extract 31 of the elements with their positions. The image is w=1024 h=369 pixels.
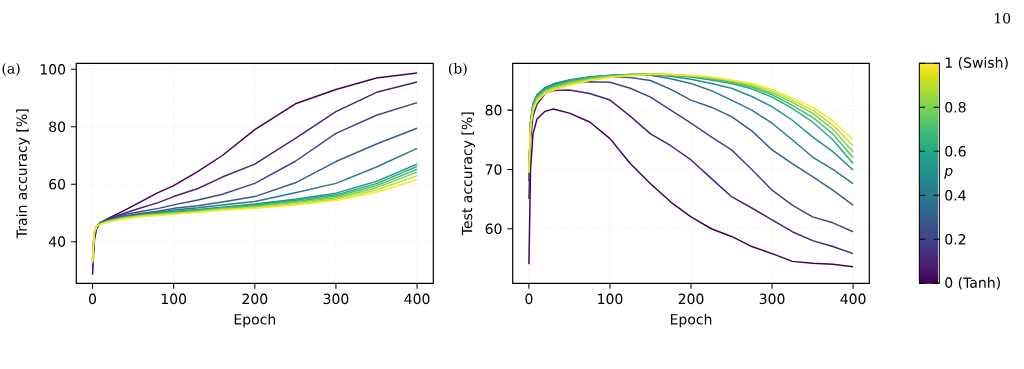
x-tick-label: 100: [161, 293, 187, 305]
y-tick-label: 60: [49, 178, 66, 190]
color-bar-label: 0.2: [945, 234, 966, 245]
x-tick-label: 300: [323, 293, 349, 305]
color-bar-title: p: [944, 167, 953, 179]
x-tick-label: 0: [525, 293, 533, 305]
chart-title: (b): [449, 62, 467, 76]
text: 10: [994, 12, 1011, 24]
x-tick-label: 200: [242, 293, 268, 305]
x-tick-label: 0: [88, 293, 97, 305]
y-tick-label: 80: [485, 104, 502, 116]
y-axis-title: Test accuracy [%]: [461, 112, 476, 236]
y-tick-label: 40: [48, 236, 66, 247]
color-bar-label: 0 (Tanh): [945, 277, 1000, 290]
x-tick-label: 400: [840, 293, 866, 305]
x-tick-label: 400: [404, 293, 430, 305]
color-bar-label: 1 (Swish): [945, 57, 1008, 70]
x-tick-label: 300: [759, 293, 785, 305]
y-tick-label: 80: [49, 121, 66, 133]
y-tick-label: 60: [485, 223, 502, 235]
color-bar-label: 0.4: [945, 190, 966, 201]
x-axis-title: Epoch: [234, 313, 276, 328]
x-axis-title: Epoch: [670, 313, 712, 328]
x-tick-label: 100: [598, 293, 623, 305]
y-tick-label: 70: [485, 164, 502, 175]
color-bar-label: 0.6: [945, 146, 966, 157]
chart-title: (a): [2, 62, 20, 76]
x-tick-label: 200: [678, 293, 704, 305]
y-tick-label: 100: [40, 64, 66, 75]
color-bar-label: 0.8: [945, 102, 966, 113]
y-axis-title: Train accuracy [%]: [16, 109, 30, 239]
